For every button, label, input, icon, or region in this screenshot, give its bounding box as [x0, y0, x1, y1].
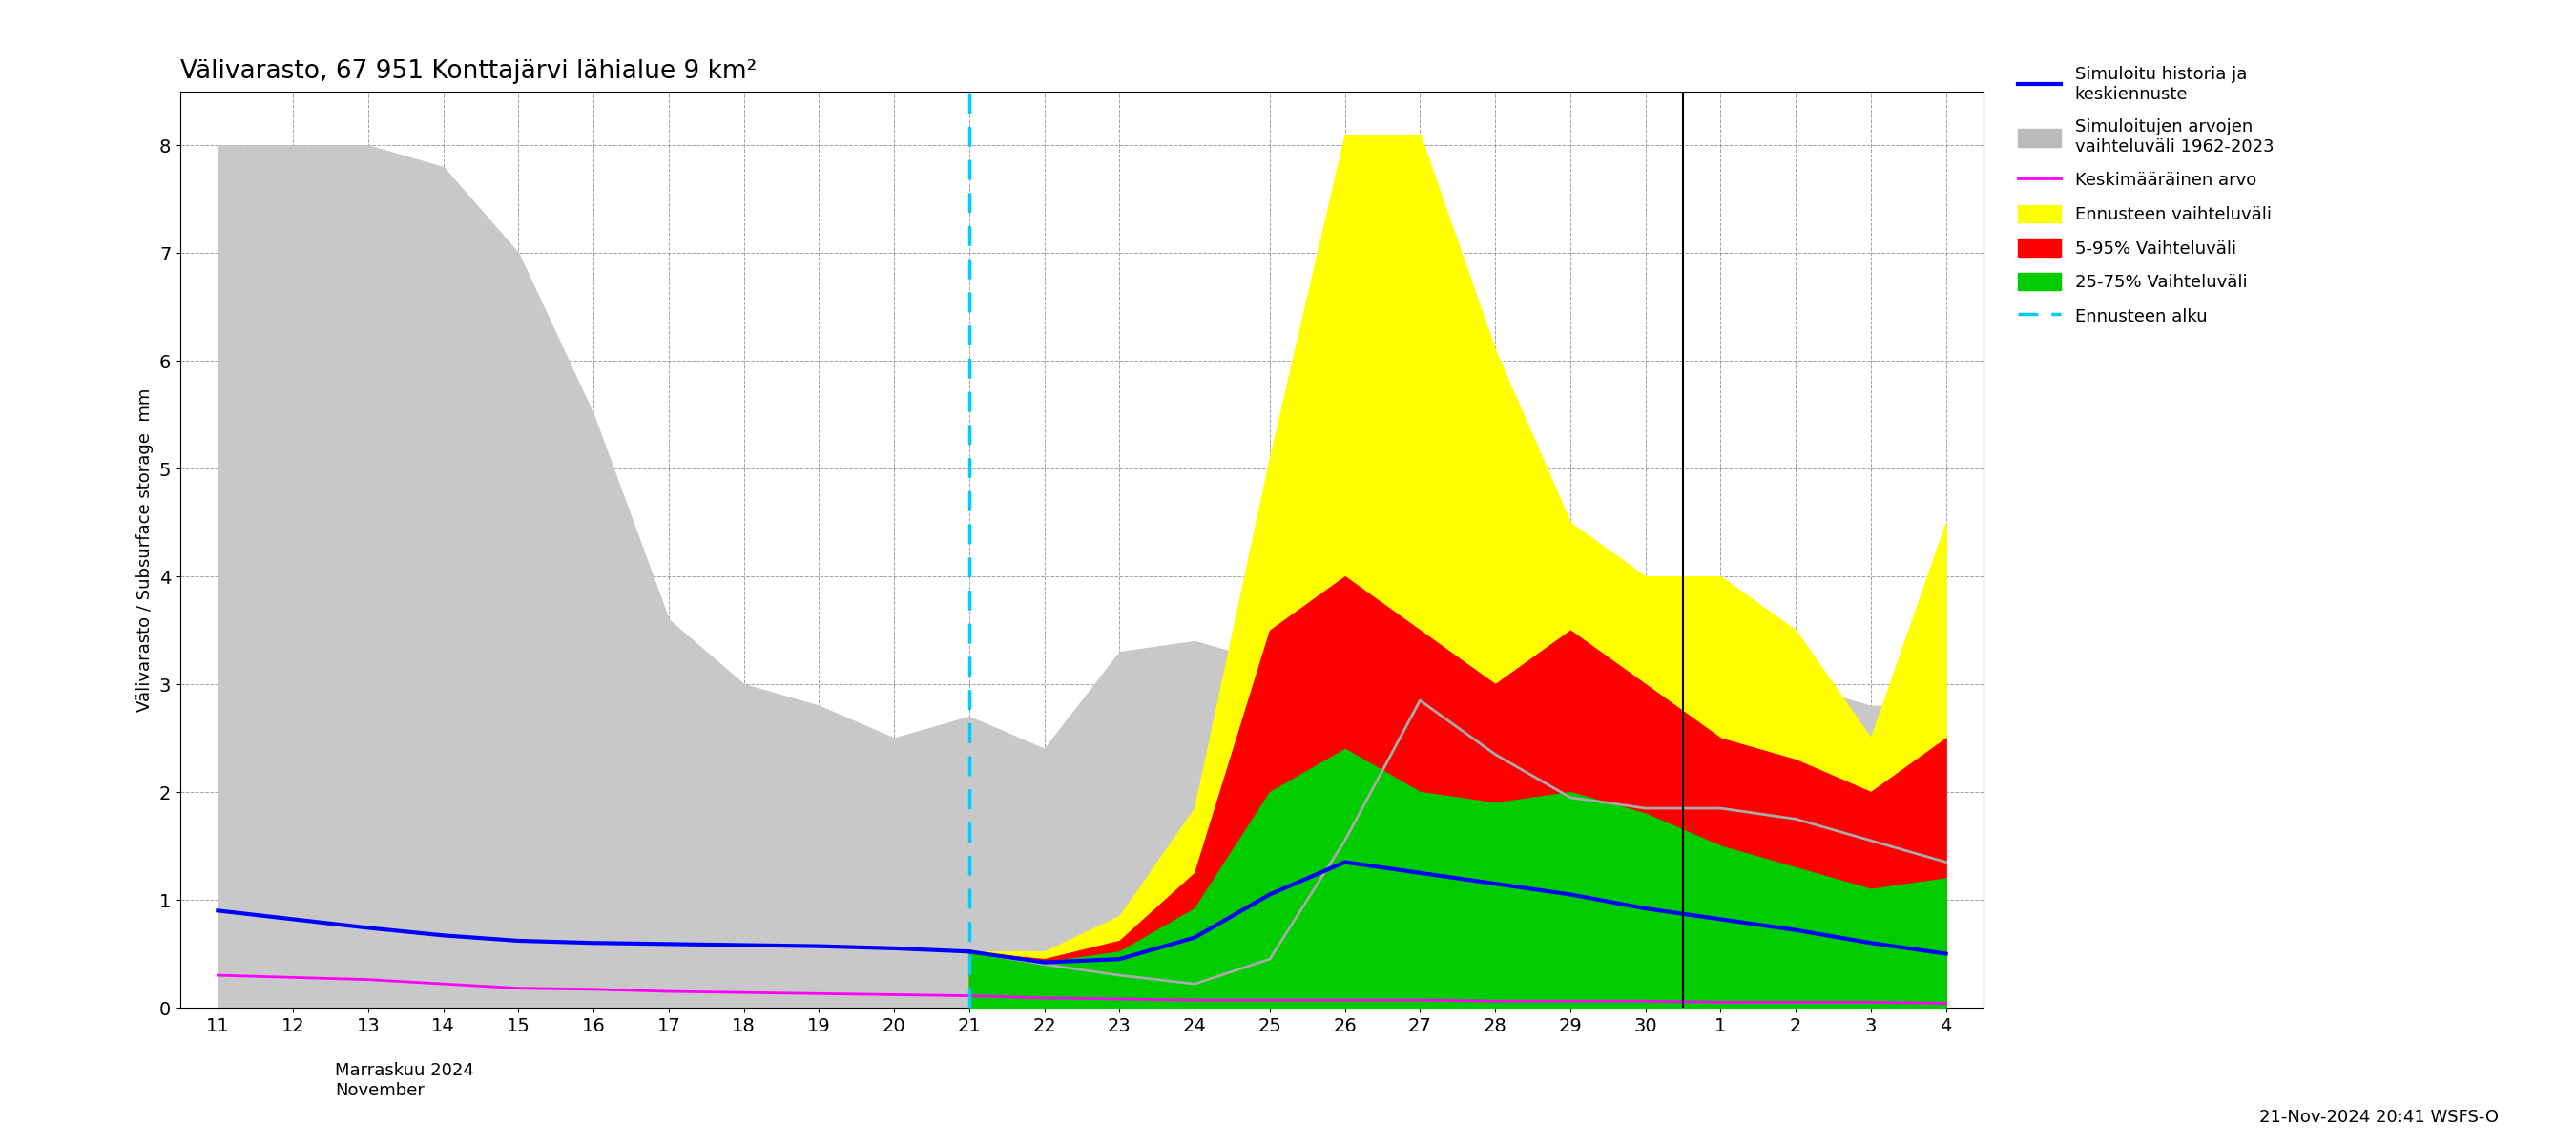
Text: Marraskuu 2024
November: Marraskuu 2024 November	[335, 1063, 474, 1099]
Text: Välivarasto, 67 951 Konttajärvi lähialue 9 km²: Välivarasto, 67 951 Konttajärvi lähialue…	[180, 60, 757, 84]
Y-axis label: Välivarasto / Subsurface storage  mm: Välivarasto / Subsurface storage mm	[137, 388, 155, 711]
Text: 21-Nov-2024 20:41 WSFS-O: 21-Nov-2024 20:41 WSFS-O	[2259, 1108, 2499, 1126]
Legend: Simuloitu historia ja
keskiennuste, Simuloitujen arvojen
vaihteluväli 1962-2023,: Simuloitu historia ja keskiennuste, Simu…	[2017, 66, 2275, 325]
